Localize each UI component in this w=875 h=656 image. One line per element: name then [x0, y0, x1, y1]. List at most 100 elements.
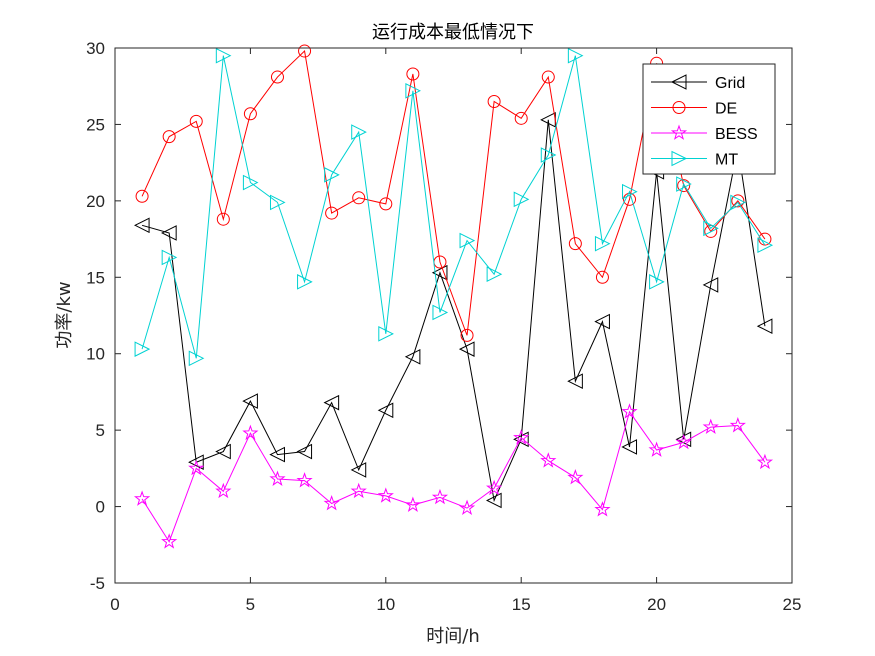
series-mt [134, 47, 774, 367]
data-point-mt [622, 183, 638, 200]
data-point-mt [297, 274, 313, 290]
data-point-mt [242, 174, 259, 191]
y-tick-label: 0 [96, 498, 105, 517]
data-point-mt [161, 249, 178, 266]
y-tick-label: 10 [86, 345, 105, 364]
x-tick-label: 0 [110, 595, 119, 614]
data-point-mt [459, 232, 476, 249]
data-point-mt [540, 147, 557, 163]
x-tick-label: 25 [783, 595, 802, 614]
data-point-de [460, 328, 474, 342]
data-point-mt [567, 47, 584, 64]
data-point-bess [621, 403, 638, 419]
data-point-mt [703, 220, 719, 237]
data-point-bess [350, 482, 367, 499]
data-point-mt [757, 237, 774, 253]
data-point-grid [133, 217, 150, 234]
legend-item-bess: BESS [651, 124, 758, 143]
data-point-grid [621, 439, 638, 455]
series-grid [133, 112, 773, 509]
data-point-mt [215, 47, 232, 64]
x-tick-label: 10 [376, 595, 395, 614]
data-point-grid [161, 225, 177, 241]
y-tick-label: 20 [86, 192, 105, 211]
data-point-mt [188, 350, 205, 367]
data-point-grid [404, 348, 421, 365]
data-point-de [162, 130, 176, 144]
data-point-de [189, 114, 203, 128]
data-point-de [595, 270, 609, 284]
data-point-bess [377, 487, 394, 503]
data-point-bess [729, 417, 746, 433]
data-point-bess [486, 479, 503, 496]
data-point-bess [702, 418, 719, 434]
data-point-grid [377, 402, 394, 419]
data-point-de [379, 197, 393, 211]
series-bess [133, 403, 774, 549]
axes-box [114, 47, 793, 584]
legend: Grid DE BESS MT [642, 63, 776, 175]
data-point-grid [188, 454, 204, 471]
data-point-grid [215, 443, 231, 460]
legend-swatch-marker [672, 101, 686, 114]
data-point-grid [296, 443, 313, 460]
data-point-de [325, 206, 339, 220]
data-point-bess [648, 441, 665, 457]
x-axis-title: 时间/h [426, 626, 479, 647]
data-point-grid [458, 341, 475, 357]
legend-box [642, 63, 776, 175]
data-point-de [541, 70, 555, 84]
y-axis-title: 功率/kw [54, 281, 75, 348]
data-point-bess [567, 469, 584, 485]
data-point-de [243, 107, 257, 121]
legend-label: BESS [715, 126, 758, 143]
y-tick-label: 30 [86, 39, 105, 58]
data-point-de [731, 194, 745, 208]
data-point-mt [486, 266, 503, 283]
data-point-bess [540, 452, 557, 468]
y-tick-label: 25 [86, 115, 105, 134]
data-point-mt [378, 326, 394, 342]
data-point-bess [458, 499, 476, 515]
data-point-grid [756, 318, 773, 335]
data-point-bess [675, 433, 692, 450]
data-point-grid [350, 462, 367, 478]
data-point-de [677, 179, 691, 193]
series-line-grid [141, 119, 766, 503]
data-point-bess [242, 424, 259, 441]
data-point-mt [594, 235, 611, 252]
y-tick-label: 5 [96, 421, 105, 440]
data-point-grid [702, 277, 719, 293]
data-point-bess [431, 488, 449, 505]
y-tick-label: 15 [86, 268, 105, 287]
data-point-mt [351, 124, 367, 140]
data-point-de [487, 95, 501, 108]
data-point-de [135, 189, 149, 203]
data-point-bess [323, 494, 340, 511]
data-point-grid [594, 313, 610, 330]
data-point-de [298, 44, 312, 58]
legend-swatch-marker [671, 150, 688, 167]
data-point-grid [567, 373, 583, 390]
data-point-bess [161, 533, 178, 549]
legend-label: MT [715, 152, 738, 169]
data-point-bess [188, 459, 205, 476]
data-point-grid [323, 394, 340, 411]
data-point-mt [134, 341, 151, 357]
data-point-bess [269, 470, 286, 486]
data-point-mt [405, 82, 421, 99]
data-point-mt [649, 274, 665, 290]
chart-title: 运行成本最低情况下 [372, 22, 534, 43]
legend-label: Grid [715, 75, 745, 92]
data-point-de [216, 212, 230, 226]
x-tick-label: 5 [246, 595, 255, 614]
data-point-grid [513, 431, 529, 448]
series-line-bess [141, 410, 766, 543]
data-point-de [406, 67, 420, 81]
legend-swatch-marker [670, 74, 687, 90]
data-point-bess [513, 429, 530, 445]
data-point-bess [594, 501, 611, 517]
data-point-mt [513, 191, 530, 208]
x-tick-label: 15 [512, 595, 531, 614]
